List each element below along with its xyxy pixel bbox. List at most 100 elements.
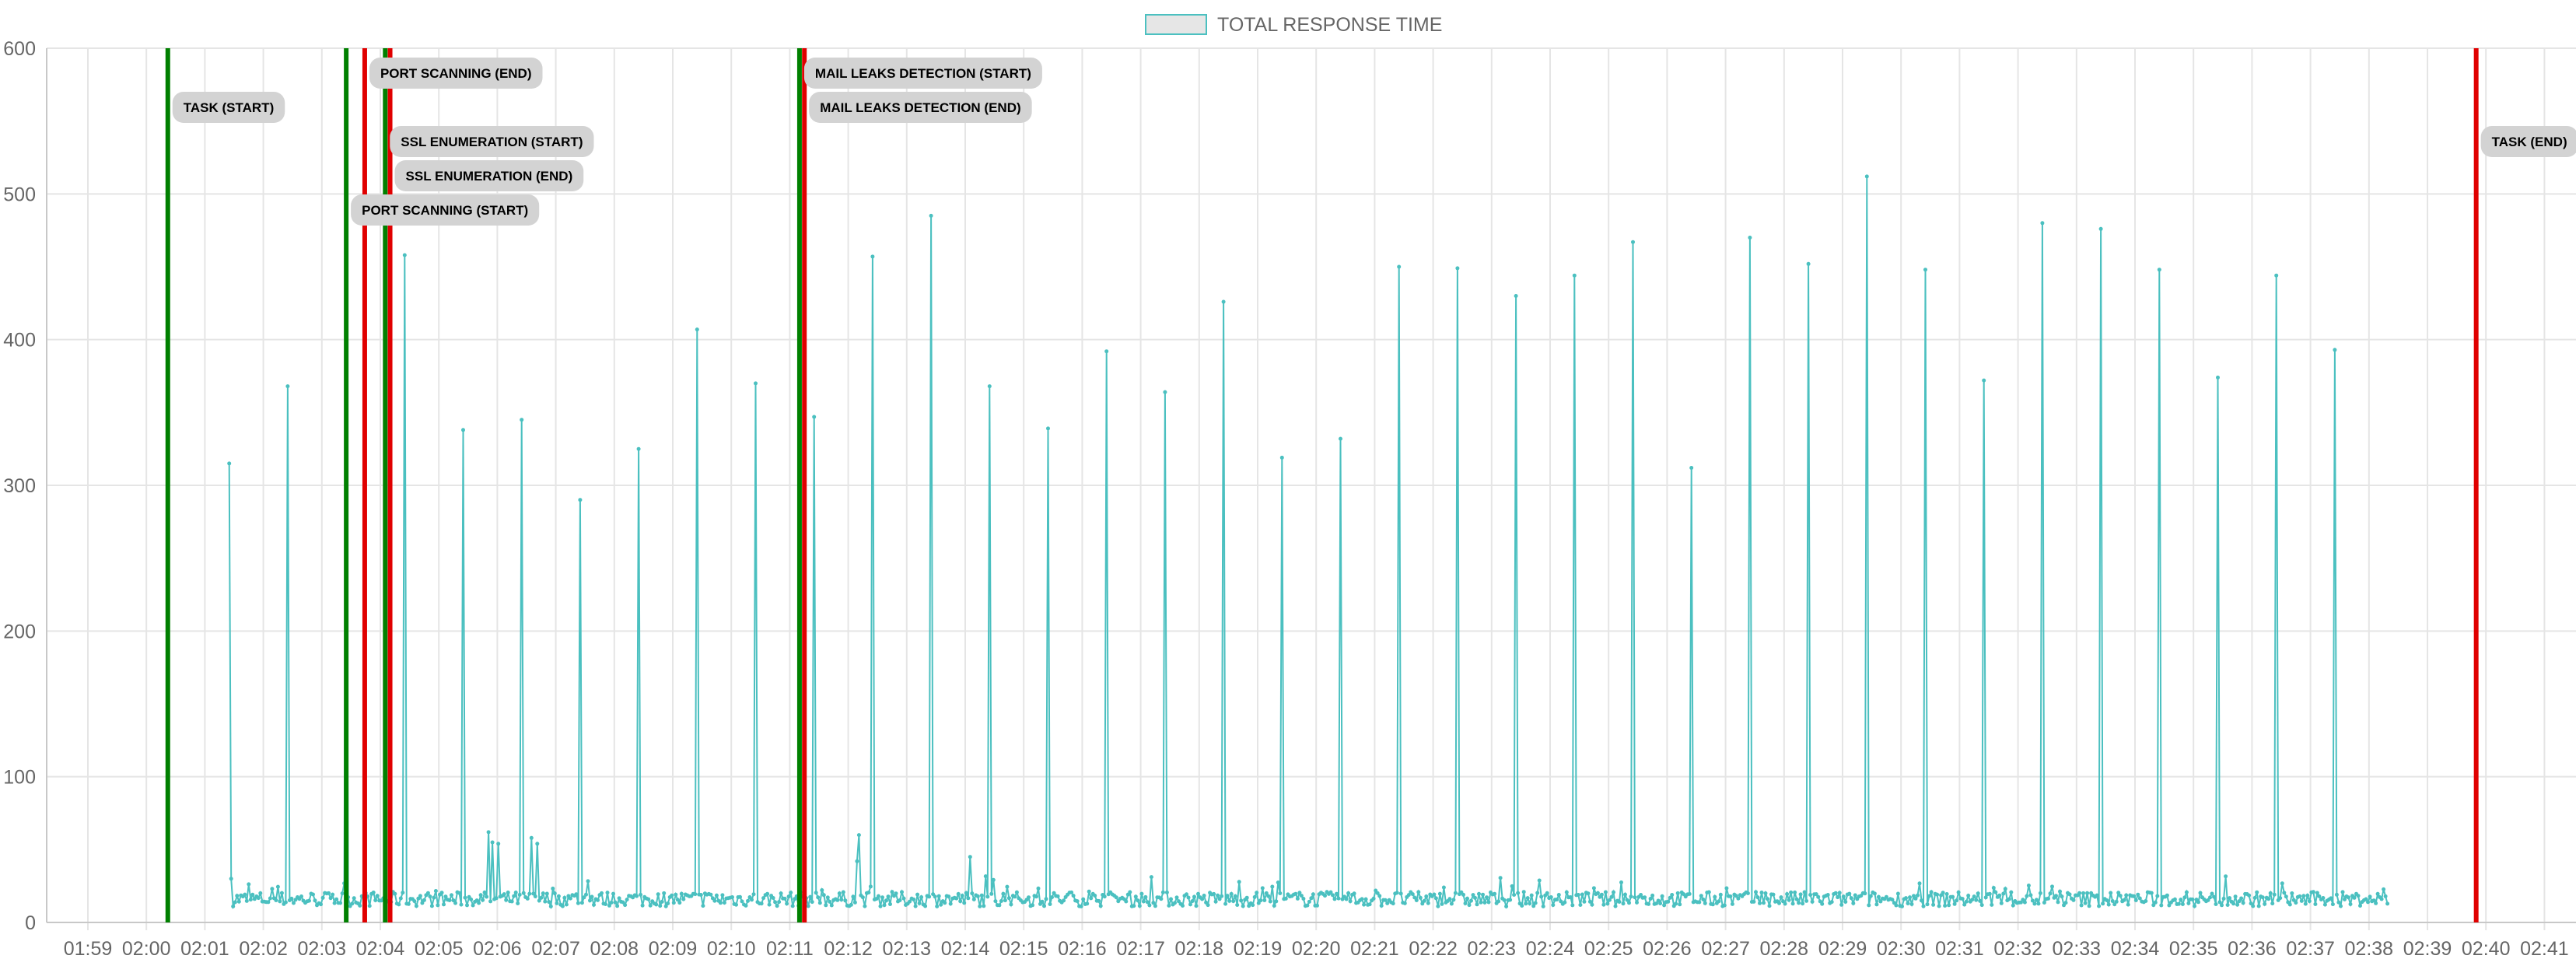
data-point: [617, 896, 621, 901]
data-point: [1931, 902, 1936, 907]
data-point: [808, 894, 813, 899]
data-point: [1081, 897, 1086, 901]
series-layer: [227, 174, 2390, 910]
data-point: [2182, 895, 2187, 900]
legend[interactable]: TOTAL RESPONSE TIME: [1145, 14, 1442, 36]
data-point: [993, 899, 998, 904]
data-point: [2371, 898, 2376, 903]
data-point: [279, 891, 284, 895]
data-point: [1003, 898, 1007, 903]
data-point: [929, 213, 933, 218]
data-point: [1689, 466, 1694, 470]
data-point: [1295, 896, 1300, 901]
data-point: [1867, 903, 1871, 908]
data-point: [2083, 901, 2088, 905]
data-point: [2290, 891, 2294, 895]
data-point: [442, 902, 446, 907]
data-point: [1262, 898, 1267, 902]
data-point: [1666, 899, 1671, 904]
data-point: [319, 902, 323, 907]
data-point: [1114, 895, 1118, 900]
data-point: [531, 891, 536, 896]
data-point: [1999, 901, 2004, 905]
data-point: [1539, 894, 1544, 899]
data-point: [1955, 898, 1959, 903]
data-point: [235, 894, 240, 898]
data-point: [1625, 898, 1629, 902]
data-point: [1143, 894, 1148, 899]
y-tick-label: 100: [3, 767, 36, 789]
data-point: [562, 895, 567, 900]
data-point: [1920, 898, 1923, 903]
data-point: [709, 892, 713, 897]
data-point: [1759, 891, 1764, 894]
data-point: [1605, 901, 1610, 906]
data-point: [1385, 901, 1390, 905]
data-point: [1192, 894, 1196, 899]
annotation-text: MAIL LEAKS DETECTION (END): [820, 100, 1020, 115]
data-point: [1005, 884, 1010, 889]
data-point: [555, 901, 559, 905]
data-point: [1151, 901, 1156, 905]
data-point: [1941, 891, 1945, 895]
data-point: [1044, 897, 1048, 901]
data-point: [1331, 893, 1335, 898]
x-tick-label: 02:21: [1350, 938, 1399, 960]
data-point: [436, 903, 440, 908]
data-point: [1549, 895, 1553, 899]
data-point: [1377, 894, 1382, 898]
data-point: [835, 898, 840, 902]
data-point: [1141, 899, 1146, 904]
data-point: [1766, 897, 1769, 901]
data-point: [1668, 895, 1672, 900]
annotation-bg: [390, 126, 594, 157]
data-point: [2077, 891, 2082, 895]
data-point: [2315, 891, 2319, 895]
data-point: [2282, 891, 2287, 895]
data-point: [334, 897, 339, 901]
data-point: [825, 895, 830, 900]
data-point: [750, 898, 754, 902]
x-tick-label: 02:29: [1818, 938, 1867, 960]
data-point: [2184, 890, 2189, 894]
data-point: [1363, 897, 1368, 901]
data-point: [1909, 902, 1914, 906]
data-point: [870, 254, 875, 259]
data-point: [1229, 891, 1234, 896]
data-point: [2007, 897, 2011, 901]
data-point: [2114, 899, 2119, 904]
data-point: [1947, 903, 1951, 908]
data-point: [2101, 901, 2105, 906]
data-point: [1514, 294, 1518, 298]
data-point: [1730, 901, 1734, 906]
data-point: [1990, 902, 1994, 907]
data-point: [236, 899, 241, 904]
data-point: [496, 842, 501, 846]
data-point: [547, 900, 551, 905]
data-point: [2079, 903, 2084, 908]
data-point: [2313, 902, 2318, 906]
data-point: [806, 904, 810, 908]
data-point: [1274, 899, 1279, 904]
data-point: [982, 904, 986, 908]
data-point: [1270, 884, 1275, 889]
data-point: [299, 894, 303, 898]
data-point: [1040, 899, 1045, 904]
data-point: [1410, 892, 1415, 897]
data-point: [1283, 896, 1288, 901]
data-point: [1164, 890, 1169, 894]
y-tick-label: 300: [3, 475, 36, 497]
data-point: [698, 893, 703, 897]
data-point: [461, 428, 465, 432]
data-point: [2060, 894, 2064, 899]
data-point: [785, 901, 789, 906]
data-point: [248, 898, 253, 902]
data-point: [1531, 904, 1536, 908]
data-point: [1481, 892, 1485, 897]
data-point: [1752, 899, 1756, 904]
data-point: [398, 896, 403, 901]
data-point: [1619, 880, 1623, 884]
data-point: [1299, 894, 1304, 898]
data-point: [640, 903, 645, 908]
data-point: [1315, 903, 1319, 908]
